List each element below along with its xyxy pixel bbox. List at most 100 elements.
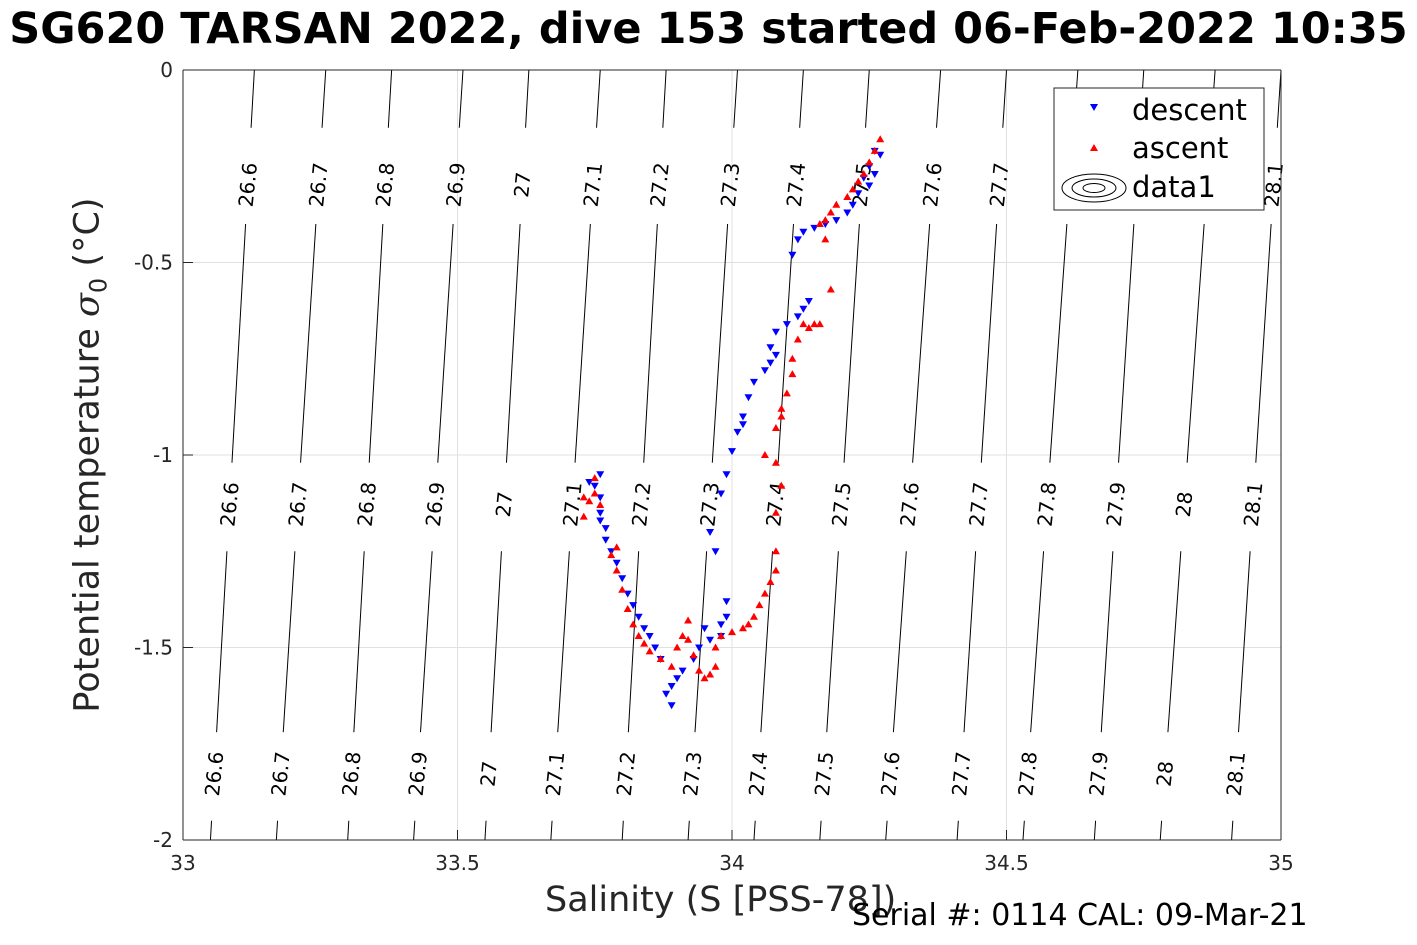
descent-point xyxy=(601,525,610,533)
descent-point xyxy=(766,344,775,352)
contour-label: 27 xyxy=(475,760,502,788)
density-contour-line xyxy=(980,223,998,463)
contour-label: 26.9 xyxy=(441,161,470,208)
contour-label: 28 xyxy=(1152,760,1179,788)
contour-label: 27.9 xyxy=(1102,481,1131,528)
descent-point xyxy=(717,490,726,498)
ascent-point xyxy=(859,169,868,177)
serial-footer: Serial #: 0114 CAL: 09-Mar-21 xyxy=(852,898,1308,933)
descent-point xyxy=(738,413,747,421)
ascent-point xyxy=(876,135,885,143)
contour-label: 26.7 xyxy=(304,161,333,208)
ascent-point xyxy=(766,578,775,586)
y-axis-label-subscript: 0 xyxy=(84,277,113,294)
ascent-point xyxy=(585,497,594,505)
contour-label: 27.4 xyxy=(782,161,811,208)
contour-label: 27.7 xyxy=(947,750,976,797)
descent-point xyxy=(788,251,797,259)
ascent-point xyxy=(777,412,786,420)
ascent-point xyxy=(667,662,676,670)
ascent-point xyxy=(771,508,780,516)
legend[interactable]: descent ascent data1 xyxy=(1053,87,1265,211)
contour-label: 28.1 xyxy=(1239,481,1268,528)
contour-label: 27.6 xyxy=(895,481,924,528)
density-contour-line xyxy=(1255,223,1272,463)
descent-point xyxy=(717,621,726,629)
ascent-point xyxy=(804,323,813,331)
y-tick-label: -2 xyxy=(153,828,173,852)
density-contour-line xyxy=(505,223,521,463)
ascent-point xyxy=(579,493,588,501)
contour-label: 27.6 xyxy=(876,750,905,797)
density-contour-line xyxy=(437,223,454,463)
ascent-point xyxy=(634,631,643,639)
contour-label: 26.7 xyxy=(266,750,295,797)
descent-point xyxy=(799,228,808,236)
density-contour-line xyxy=(300,223,317,463)
ascent-point xyxy=(755,601,764,609)
axes: 33 33.5 34 34.5 35 0 -0.5 -1 -1.5 -2 xyxy=(134,58,1294,875)
density-contour-line xyxy=(956,820,959,841)
density-contour-line xyxy=(826,551,839,733)
density-contour-line xyxy=(1022,820,1025,841)
density-contour-line xyxy=(413,820,416,841)
contour-label: 26.6 xyxy=(200,750,229,797)
density-contour-line xyxy=(621,820,624,841)
density-contour-line xyxy=(1276,69,1282,128)
ascent-point xyxy=(612,543,621,551)
ascent-point xyxy=(848,185,857,193)
ascent-point xyxy=(788,370,797,378)
descent-point xyxy=(612,559,621,567)
ascent-point xyxy=(590,474,599,482)
descent-point xyxy=(596,471,605,479)
descent-point xyxy=(744,394,753,402)
descent-point xyxy=(695,644,704,652)
x-tick-label: 33.5 xyxy=(435,851,480,875)
contour-label: 27.8 xyxy=(1013,750,1042,797)
density-contour-line xyxy=(275,820,279,841)
density-contour-line xyxy=(250,69,255,128)
contour-label: 27.1 xyxy=(558,481,587,528)
density-contour-line xyxy=(1167,551,1182,733)
ascent-point xyxy=(821,216,830,224)
descent-point xyxy=(793,313,802,321)
ascent-point xyxy=(843,193,852,201)
density-contour-line xyxy=(843,223,860,463)
legend-marker-descent xyxy=(1090,104,1098,111)
descent-point xyxy=(634,613,643,621)
descent-point xyxy=(629,602,638,610)
ascent-point xyxy=(810,320,819,328)
contour-label: 28.1 xyxy=(1222,750,1251,797)
ascent-point xyxy=(607,551,616,559)
descent-point xyxy=(782,321,791,329)
density-contour-line xyxy=(596,69,601,128)
ascent-point xyxy=(777,404,786,412)
contour-label: 26.6 xyxy=(215,481,244,528)
density-contour-line xyxy=(777,223,794,463)
density-contour-line xyxy=(753,820,756,841)
contour-label: 26.9 xyxy=(404,750,433,797)
density-contour-line xyxy=(353,551,365,733)
contour-label: 27.5 xyxy=(827,481,856,528)
y-axis-label-wrap: Potential temperature σ0 (°C) xyxy=(60,70,120,840)
ascent-point xyxy=(854,177,863,185)
contour-label: 27.1 xyxy=(579,161,608,208)
y-axis-label-symbol: σ xyxy=(67,293,108,317)
descent-point xyxy=(799,305,808,313)
ascent-point xyxy=(656,655,665,663)
x-axis-label: Salinity (S [PSS-78]) xyxy=(545,880,897,920)
data-points xyxy=(579,135,885,710)
ascent-point xyxy=(684,635,693,643)
descent-point xyxy=(843,209,852,217)
y-tick-label: -1.5 xyxy=(134,636,173,660)
descent-point xyxy=(651,644,660,652)
descent-point xyxy=(722,471,731,479)
ascent-point xyxy=(711,643,720,651)
ascent-point xyxy=(744,620,753,628)
density-contour-line xyxy=(643,223,658,463)
density-contour-line xyxy=(912,223,931,463)
contour-label: 27.9 xyxy=(1084,750,1113,797)
density-contour-line xyxy=(865,69,870,128)
descent-point xyxy=(700,625,709,633)
y-axis-label-unit: (°C) xyxy=(67,197,108,278)
